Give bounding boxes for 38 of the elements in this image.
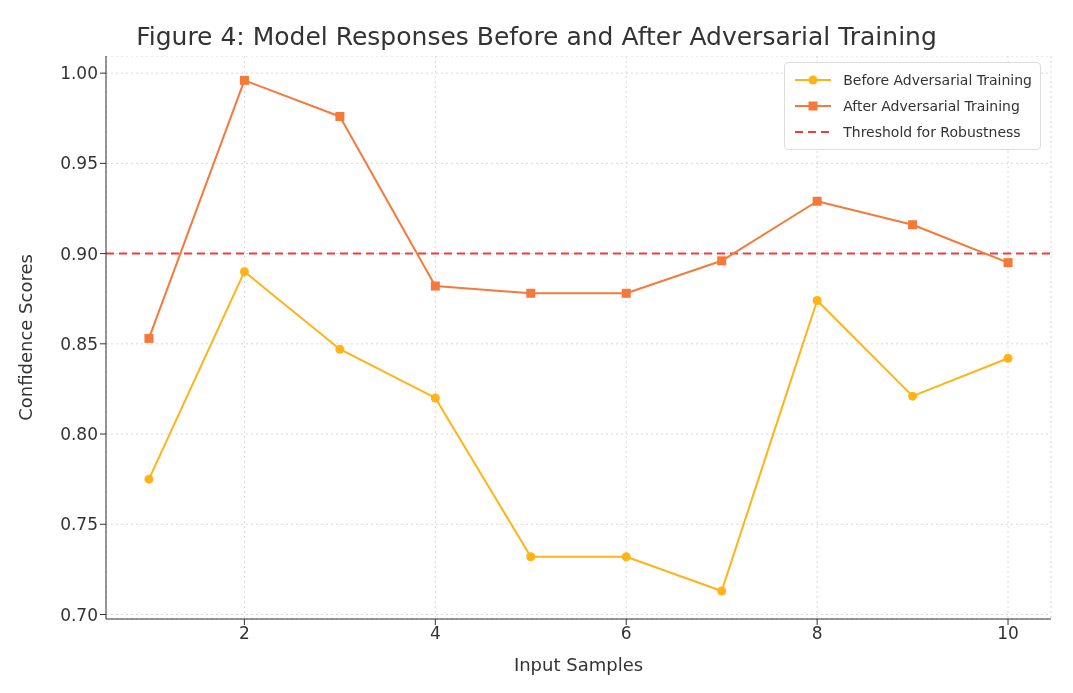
point [526,288,536,298]
point [908,220,918,230]
point [526,552,536,562]
y-tick-label: 0.95 [60,153,98,174]
point [239,75,249,85]
point [717,256,727,266]
y-tick-label: 0.85 [60,333,98,354]
y-axis-title: Confidence Scores [15,254,37,421]
point [430,281,440,291]
point [621,552,631,562]
point [144,474,154,484]
point [621,288,631,298]
x-tick-label: 8 [811,623,823,644]
y-tick-label: 0.90 [60,243,98,264]
point [1003,353,1013,363]
point [908,391,918,401]
x-tick-label: 10 [997,623,1019,644]
x-tick-label: 2 [239,623,250,644]
point [1003,258,1013,268]
y-tick-label: 0.80 [60,424,98,445]
point [335,344,345,354]
x-tick-label: 4 [429,623,441,644]
legend-label: After Adversarial Training [843,98,1020,114]
x-axis-title: Input Samples [513,654,644,675]
y-tick-label: 0.70 [60,604,98,625]
legend-label: Threshold for Robustness [843,124,1021,140]
y-tick-label: 0.75 [60,514,98,535]
chart-title: Figure 4: Model Responses Before and After Adversarial Training [135,21,938,53]
point [335,111,345,121]
point [812,196,822,206]
point [144,333,154,343]
point [812,296,822,306]
x-tick-label: 6 [620,623,632,644]
point [430,393,440,403]
point [717,586,727,596]
point [239,267,249,277]
legend-label: Before Adversarial Training [843,72,1032,88]
y-tick-label: 1.00 [60,63,98,84]
